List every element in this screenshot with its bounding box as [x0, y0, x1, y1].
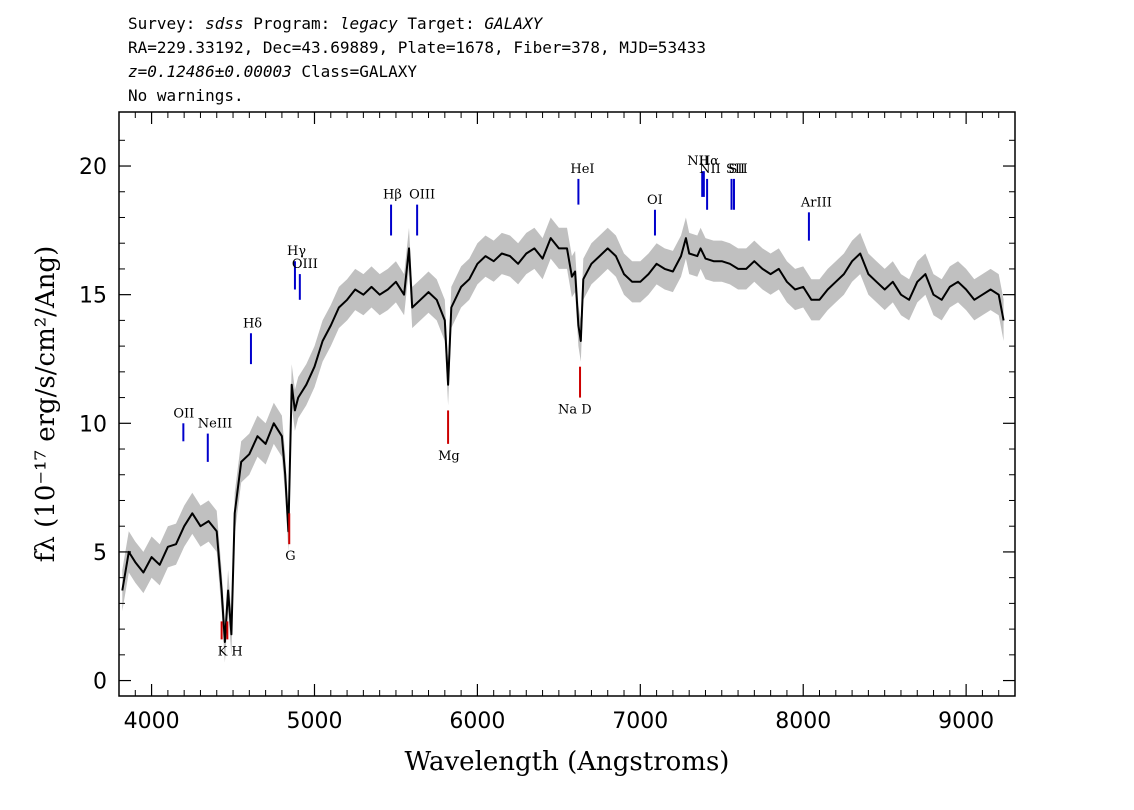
- emission-line-label: HeI: [570, 162, 594, 177]
- y-axis-label: fλ (10⁻¹⁷ erg/s/cm²/Ang): [31, 246, 61, 562]
- x-axis-label: Wavelength (Angstroms): [405, 747, 730, 777]
- header-line-3: z=0.12486±0.00003 Class=GALAXY: [128, 64, 417, 80]
- header-line-4: No warnings.: [128, 86, 244, 105]
- plot-frame: [118, 111, 1016, 697]
- absorption-line-label: H: [231, 644, 242, 659]
- y-tick-label: 5: [93, 541, 107, 566]
- emission-line-label: OIII: [409, 188, 435, 203]
- absorption-line-label: K: [218, 644, 228, 659]
- emission-line-label: ArIII: [800, 195, 832, 210]
- emission-line-label: Hγ: [287, 244, 306, 259]
- emission-line-label: SII: [729, 162, 748, 177]
- class-value: Class=GALAXY: [291, 62, 417, 81]
- axis-ticks: 4000 5000 6000 7000 8000 9000 0 5 10 15 20: [79, 112, 1016, 734]
- emission-line-label: Hδ: [243, 316, 262, 331]
- x-tick-label: 8000: [775, 709, 831, 734]
- header-line-2: RA=229.33192, Dec=43.69889, Plate=1678, …: [128, 38, 706, 57]
- x-tick-label: 5000: [286, 709, 342, 734]
- emission-line-label: NII: [699, 162, 721, 177]
- spectrum-line: [121, 237, 1005, 643]
- error-band-area: [122, 217, 1004, 663]
- emission-line-label: NeIII: [198, 417, 232, 432]
- emission-line-label: NII: [687, 154, 709, 169]
- x-tick-label: 4000: [124, 709, 180, 734]
- program-prefix: Program:: [243, 14, 340, 33]
- emission-line-label: OI: [647, 193, 663, 208]
- error-band: [122, 217, 1004, 663]
- y-tick-label: 0: [93, 670, 107, 695]
- absorption-line-label: G: [285, 549, 295, 564]
- absorption-line-label: Mg: [438, 449, 460, 464]
- x-tick-label: 7000: [612, 709, 668, 734]
- y-tick-label: 20: [79, 155, 107, 180]
- target-value: GALAXY: [484, 14, 543, 33]
- program-value: legacy: [339, 14, 398, 33]
- absorption-line-label: Na D: [558, 403, 592, 418]
- spectrum-series: [121, 237, 1005, 643]
- emission-line-label: Hβ: [383, 188, 402, 203]
- y-tick-label: 10: [79, 412, 107, 437]
- emission-line-label: SII: [726, 162, 745, 177]
- x-tick-label: 6000: [449, 709, 505, 734]
- redshift-value: z=0.12486±0.00003: [128, 62, 292, 81]
- survey-value: sdss: [205, 14, 244, 33]
- header-line-1: Survey: sdss Program: legacy Target: GAL…: [128, 16, 542, 32]
- survey-prefix: Survey:: [128, 14, 206, 33]
- emission-line-label: Hα: [699, 154, 719, 169]
- y-tick-label: 15: [79, 284, 107, 309]
- emission-line-label: OIII: [292, 257, 318, 272]
- x-tick-label: 9000: [938, 709, 994, 734]
- emission-line-label: OII: [173, 406, 194, 421]
- target-prefix: Target:: [397, 14, 485, 33]
